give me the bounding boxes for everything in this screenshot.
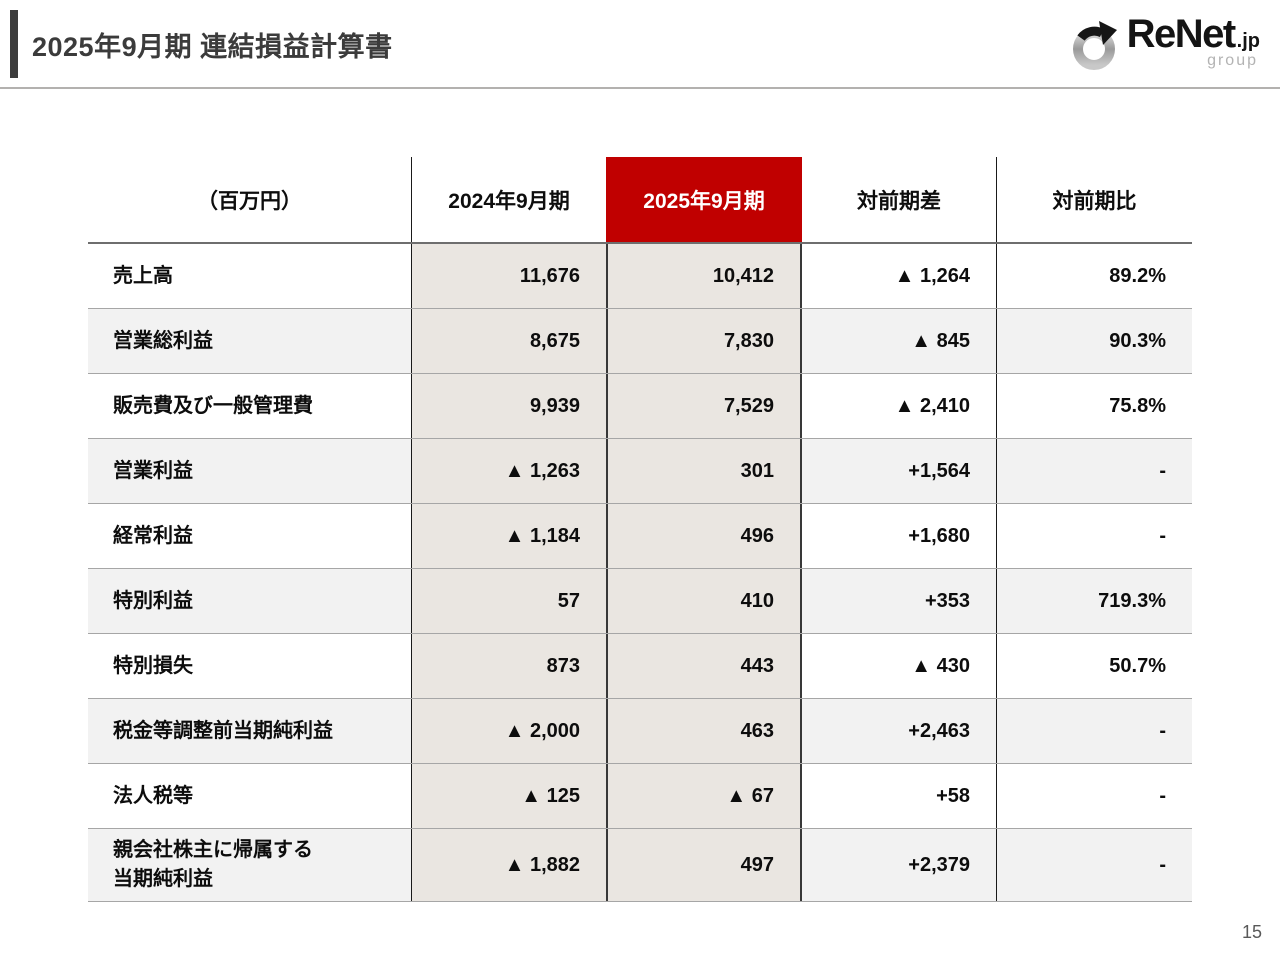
logo-name: ReNet (1126, 12, 1237, 56)
fy2025-value-cell: 496 (606, 504, 802, 568)
ratio-value-cell: - (997, 439, 1192, 503)
fy2025-value-cell: 497 (606, 829, 802, 901)
table-row: 法人税等 ▲ 125 ▲ 67 +58 - (88, 763, 1192, 828)
title-accent-bar (10, 10, 18, 78)
fy2025-value-cell: 7,830 (606, 309, 802, 373)
header-divider (0, 87, 1280, 89)
ratio-value-cell: 75.8% (997, 374, 1192, 438)
diff-value-cell: +58 (802, 764, 997, 828)
unit-label: （百万円） (88, 157, 412, 242)
diff-value-cell: +2,379 (802, 829, 997, 901)
ratio-value-cell: 50.7% (997, 634, 1192, 698)
diff-value-cell: ▲ 845 (802, 309, 997, 373)
table-row: 特別利益 57 410 +353 719.3% (88, 568, 1192, 633)
page-title: 2025年9月期 連結損益計算書 (32, 31, 393, 62)
table-row: 営業利益 ▲ 1,263 301 +1,564 - (88, 438, 1192, 503)
pl-statement-table: （百万円） 2024年9月期 2025年9月期 対前期差 対前期比 売上高 11… (88, 157, 1192, 902)
row-label-cell: 営業総利益 (88, 309, 412, 373)
ratio-value-cell: - (997, 699, 1192, 763)
fy2025-value-cell: 10,412 (606, 244, 802, 308)
ratio-value-cell: 89.2% (997, 244, 1192, 308)
ratio-value-cell: - (997, 764, 1192, 828)
row-label-cell: 親会社株主に帰属する 当期純利益 (88, 829, 412, 901)
fy2024-value-cell: 873 (412, 634, 606, 698)
table-row: 経常利益 ▲ 1,184 496 +1,680 - (88, 503, 1192, 568)
table-row: 販売費及び一般管理費 9,939 7,529 ▲ 2,410 75.8% (88, 373, 1192, 438)
fy2024-value-cell: ▲ 1,263 (412, 439, 606, 503)
fy2024-value-cell: ▲ 1,882 (412, 829, 606, 901)
logo-group-label: group (1207, 52, 1258, 69)
row-label-cell: 経常利益 (88, 504, 412, 568)
fy2024-value-cell: ▲ 125 (412, 764, 606, 828)
row-label-cell: 販売費及び一般管理費 (88, 374, 412, 438)
diff-value-cell: ▲ 1,264 (802, 244, 997, 308)
row-label-cell: 特別利益 (88, 569, 412, 633)
ratio-value-cell: 90.3% (997, 309, 1192, 373)
logo-suffix: .jp (1236, 30, 1260, 52)
diff-value-cell: +353 (802, 569, 997, 633)
row-label-cell: 税金等調整前当期純利益 (88, 699, 412, 763)
fy2025-value-cell: 463 (606, 699, 802, 763)
ratio-value-cell: - (997, 504, 1192, 568)
row-label-cell: 特別損失 (88, 634, 412, 698)
fy2024-value-cell: 8,675 (412, 309, 606, 373)
page-number: 15 (1241, 922, 1262, 942)
fy2025-value-cell: ▲ 67 (606, 764, 802, 828)
diff-value-cell: ▲ 430 (802, 634, 997, 698)
ratio-value-cell: - (997, 829, 1192, 901)
row-label-cell: 営業利益 (88, 439, 412, 503)
fy2025-value-cell: 7,529 (606, 374, 802, 438)
col-header-fy2025-highlighted: 2025年9月期 (606, 157, 802, 242)
fy2024-value-cell: 11,676 (412, 244, 606, 308)
table-row: 売上高 11,676 10,412 ▲ 1,264 89.2% (88, 244, 1192, 308)
diff-value-cell: +2,463 (802, 699, 997, 763)
logo-text: ReNet .jp group (1127, 12, 1260, 70)
fy2025-value-cell: 410 (606, 569, 802, 633)
fy2024-value-cell: ▲ 2,000 (412, 699, 606, 763)
circular-arrow-icon (1072, 21, 1117, 70)
fy2024-value-cell: ▲ 1,184 (412, 504, 606, 568)
row-label-cell: 売上高 (88, 244, 412, 308)
table-header-row: （百万円） 2024年9月期 2025年9月期 対前期差 対前期比 (88, 157, 1192, 244)
fy2025-value-cell: 301 (606, 439, 802, 503)
table-body: 売上高 11,676 10,412 ▲ 1,264 89.2% 営業総利益 8,… (88, 244, 1192, 902)
table-row: 特別損失 873 443 ▲ 430 50.7% (88, 633, 1192, 698)
col-header-ratio: 対前期比 (1052, 189, 1137, 213)
ratio-value-cell: 719.3% (997, 569, 1192, 633)
fy2024-value-cell: 57 (412, 569, 606, 633)
diff-value-cell: ▲ 2,410 (802, 374, 997, 438)
company-logo: ReNet .jp group (1069, 12, 1260, 74)
diff-value-cell: +1,680 (802, 504, 997, 568)
col-header-diff: 対前期差 (802, 157, 997, 242)
slide-header: 2025年9月期 連結損益計算書 (10, 10, 393, 78)
table-row: 親会社株主に帰属する 当期純利益 ▲ 1,882 497 +2,379 - (88, 828, 1192, 902)
col-header-fy2024: 2024年9月期 (448, 189, 570, 213)
table-row: 営業総利益 8,675 7,830 ▲ 845 90.3% (88, 308, 1192, 373)
diff-value-cell: +1,564 (802, 439, 997, 503)
table-row: 税金等調整前当期純利益 ▲ 2,000 463 +2,463 - (88, 698, 1192, 763)
fy2024-value-cell: 9,939 (412, 374, 606, 438)
fy2025-value-cell: 443 (606, 634, 802, 698)
row-label-cell: 法人税等 (88, 764, 412, 828)
